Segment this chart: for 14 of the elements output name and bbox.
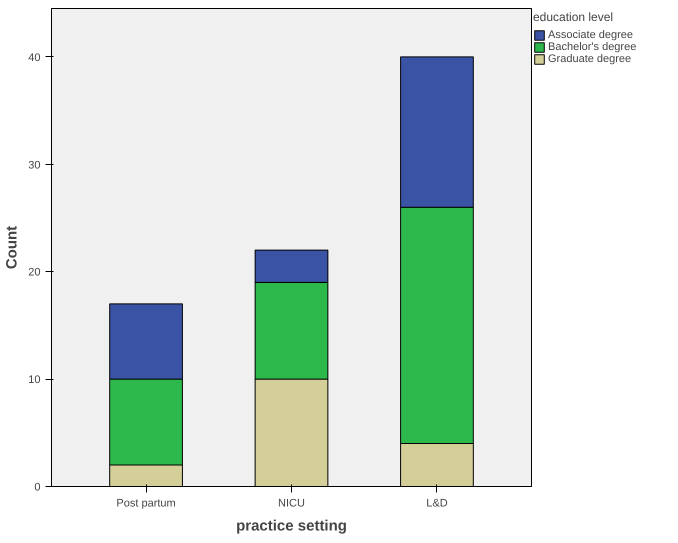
legend-title: education level [533,10,614,24]
legend-label: Bachelor's degree [548,41,636,53]
y-tick-label: 20 [28,266,41,279]
legend-label: Graduate degree [548,53,632,65]
y-tick-label: 30 [28,159,41,172]
y-tick-label: 40 [28,52,41,64]
y-tick-label: 0 [34,482,41,494]
legend-label: Associate degree [548,29,633,41]
y-tick-label: 10 [28,374,41,386]
x-tick-label: L&D [426,498,448,510]
y-axis-title: Count [3,226,20,270]
x-axis-title: practice setting [236,518,347,534]
x-tick-label: NICU [278,498,305,510]
x-tick-label: Post partum [116,498,176,510]
